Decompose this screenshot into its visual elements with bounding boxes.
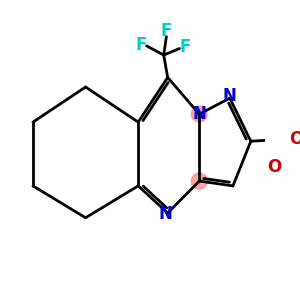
Circle shape xyxy=(191,173,207,189)
Text: F: F xyxy=(136,35,147,53)
Text: N: N xyxy=(223,87,237,105)
Text: N: N xyxy=(158,205,172,223)
Circle shape xyxy=(191,106,207,122)
Text: O: O xyxy=(267,158,282,176)
Text: N: N xyxy=(192,105,206,123)
Text: O: O xyxy=(289,130,300,148)
Text: F: F xyxy=(161,22,172,40)
Text: F: F xyxy=(179,38,190,56)
